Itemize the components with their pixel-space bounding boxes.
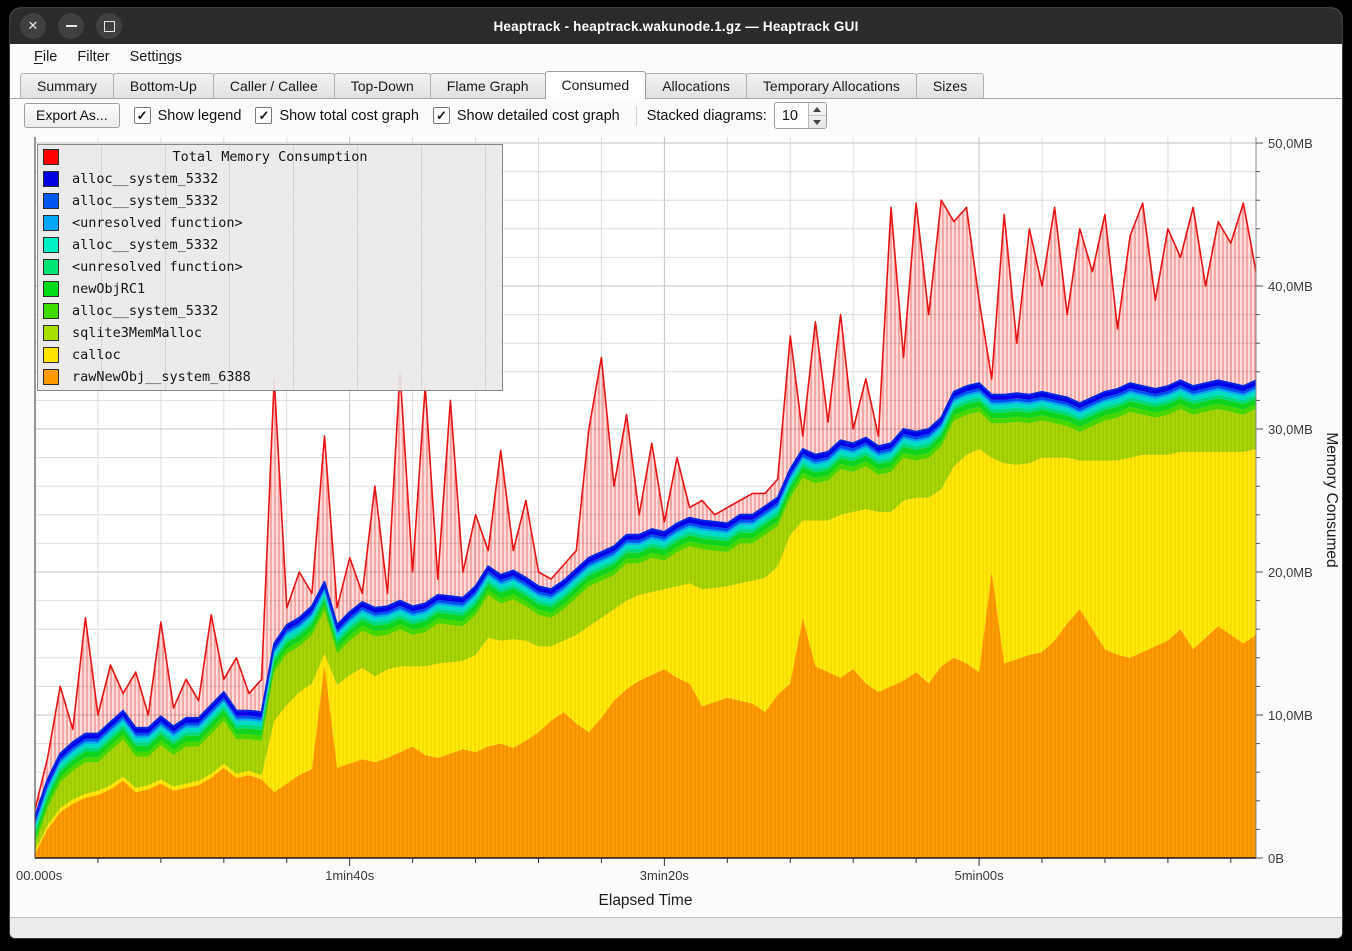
svg-text:30,0MB: 30,0MB (1268, 422, 1313, 437)
tab-bottom-up[interactable]: Bottom-Up (113, 73, 214, 98)
stacked-diagrams-value[interactable]: 10 (775, 103, 808, 128)
legend-label: newObjRC1 (72, 281, 145, 297)
legend-label: calloc (72, 347, 121, 363)
svg-text:40,0MB: 40,0MB (1268, 279, 1313, 294)
legend-swatch-icon (43, 303, 59, 319)
stacked-diagrams-label: Stacked diagrams: (647, 108, 767, 124)
legend-swatch-icon (43, 193, 59, 209)
menu-item-filter[interactable]: Filter (67, 47, 119, 68)
checkbox-label: Show total cost graph (279, 108, 418, 124)
legend-item: alloc__system_5332 (38, 300, 502, 322)
legend-swatch-icon (43, 347, 59, 363)
tab-sizes[interactable]: Sizes (916, 73, 984, 98)
legend-label: alloc__system_5332 (72, 303, 218, 319)
spin-down-button[interactable] (809, 115, 826, 128)
checkmark-icon (433, 107, 450, 124)
checkbox-show-detailed-cost-graph[interactable]: Show detailed cost graph (433, 107, 620, 124)
close-button[interactable]: ✕ (20, 13, 46, 39)
maximize-icon (104, 21, 115, 32)
legend-label: sqlite3MemMalloc (72, 325, 202, 341)
chart-area: 0B 10,0MB 20,0MB 30,0MB 40,0MB 50,0MB 00.000s 1… (10, 132, 1342, 917)
tab-bar: SummaryBottom-UpCaller / CalleeTop-DownF… (10, 70, 1342, 99)
minimize-icon (66, 25, 77, 27)
svg-text:5min00s: 5min00s (955, 868, 1005, 883)
legend-swatch-icon (43, 215, 59, 231)
menubar: FileFilterSettings (10, 44, 1342, 70)
titlebar[interactable]: ✕ Heaptrack - heaptrack.wakunode.1.gz — … (10, 8, 1342, 44)
minimize-button[interactable] (58, 13, 84, 39)
svg-text:00.000s: 00.000s (16, 868, 63, 883)
menu-item-settings[interactable]: Settings (120, 47, 192, 68)
svg-text:0B: 0B (1268, 851, 1284, 866)
svg-text:20,0MB: 20,0MB (1268, 565, 1313, 580)
chevron-down-icon (813, 120, 821, 125)
svg-text:10,0MB: 10,0MB (1268, 708, 1313, 723)
legend-item: sqlite3MemMalloc (38, 322, 502, 344)
svg-text:3min20s: 3min20s (640, 868, 690, 883)
checkbox-label: Show detailed cost graph (457, 108, 620, 124)
checkbox-label: Show legend (158, 108, 242, 124)
legend-label: Total Memory Consumption (38, 149, 502, 165)
legend-title-row: Total Memory Consumption (38, 146, 502, 168)
legend-label: alloc__system_5332 (72, 171, 218, 187)
legend-swatch-icon (43, 237, 59, 253)
legend-label: <unresolved function> (72, 259, 243, 275)
legend-item: <unresolved function> (38, 256, 502, 278)
status-strip (10, 917, 1342, 938)
tab-allocations[interactable]: Allocations (645, 73, 747, 98)
tab-consumed[interactable]: Consumed (545, 71, 647, 99)
legend-label: rawNewObj__system_6388 (72, 369, 251, 385)
spin-buttons (808, 103, 826, 128)
tab-caller-callee[interactable]: Caller / Callee (213, 73, 335, 98)
legend-swatch-icon (43, 281, 59, 297)
legend-item: rawNewObj__system_6388 (38, 366, 502, 388)
legend-swatch-icon (43, 325, 59, 341)
checkmark-icon (255, 107, 272, 124)
legend-swatch-icon (43, 369, 59, 385)
legend-item: <unresolved function> (38, 212, 502, 234)
y-axis-title: Memory Consumed (1323, 432, 1338, 567)
legend-item: newObjRC1 (38, 278, 502, 300)
tab-top-down[interactable]: Top-Down (334, 73, 431, 98)
maximize-button[interactable] (96, 13, 122, 39)
legend-item: alloc__system_5332 (38, 168, 502, 190)
checkmark-icon (134, 107, 151, 124)
window-controls: ✕ (20, 13, 122, 39)
svg-text:50,0MB: 50,0MB (1268, 136, 1313, 151)
legend-label: alloc__system_5332 (72, 193, 218, 209)
legend-label: alloc__system_5332 (72, 237, 218, 253)
legend-item: alloc__system_5332 (38, 234, 502, 256)
legend-item: calloc (38, 344, 502, 366)
stacked-diagrams-spinbox[interactable]: 10 (774, 102, 827, 129)
toolbar-checkboxes: Show legend Show total cost graph Show det… (120, 107, 620, 124)
x-axis-title: Elapsed Time (599, 892, 693, 909)
svg-text:1min40s: 1min40s (325, 868, 375, 883)
toolbar: Export As... Show legend Show total cost … (10, 99, 1342, 132)
window-title: Heaptrack - heaptrack.wakunode.1.gz — He… (493, 19, 858, 34)
chart-legend: Total Memory Consumption alloc__system_53… (37, 144, 503, 391)
menu-item-file[interactable]: File (24, 47, 67, 68)
legend-item: alloc__system_5332 (38, 190, 502, 212)
legend-swatch-icon (43, 171, 59, 187)
tab-summary[interactable]: Summary (20, 73, 114, 98)
export-as-button[interactable]: Export As... (24, 103, 120, 128)
tab-flame-graph[interactable]: Flame Graph (430, 73, 546, 98)
close-icon: ✕ (28, 18, 39, 34)
legend-swatch-icon (43, 259, 59, 275)
legend-label: <unresolved function> (72, 215, 243, 231)
checkbox-show-total-cost-graph[interactable]: Show total cost graph (255, 107, 418, 124)
heaptrack-window: ✕ Heaptrack - heaptrack.wakunode.1.gz — … (10, 8, 1342, 938)
checkbox-show-legend[interactable]: Show legend (134, 107, 242, 124)
tab-temporary-allocations[interactable]: Temporary Allocations (746, 73, 917, 98)
chevron-up-icon (813, 107, 821, 112)
spin-up-button[interactable] (809, 103, 826, 115)
toolbar-separator (636, 106, 637, 126)
